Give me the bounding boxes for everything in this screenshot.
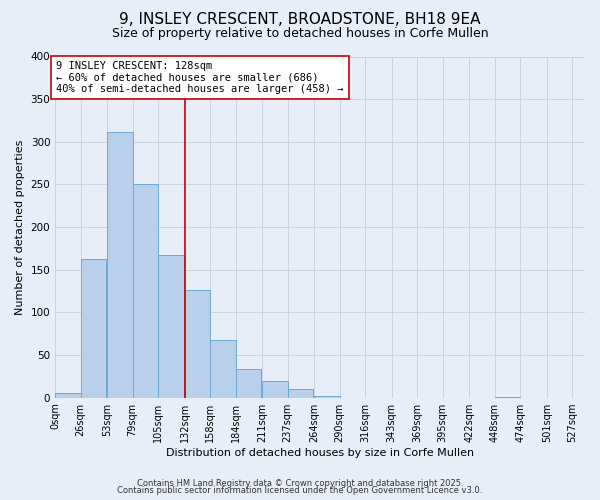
Text: Contains public sector information licensed under the Open Government Licence v3: Contains public sector information licen…	[118, 486, 482, 495]
Bar	[80, 258, 106, 398]
Bar	[210, 340, 236, 398]
Bar	[495, 396, 520, 398]
Text: Size of property relative to detached houses in Corfe Mullen: Size of property relative to detached ho…	[112, 28, 488, 40]
Bar	[133, 184, 158, 398]
Bar	[236, 368, 261, 398]
Bar	[262, 382, 288, 398]
Bar	[158, 255, 184, 398]
Text: 9, INSLEY CRESCENT, BROADSTONE, BH18 9EA: 9, INSLEY CRESCENT, BROADSTONE, BH18 9EA	[119, 12, 481, 28]
Bar	[288, 389, 313, 398]
X-axis label: Distribution of detached houses by size in Corfe Mullen: Distribution of detached houses by size …	[166, 448, 474, 458]
Bar	[107, 132, 133, 398]
Y-axis label: Number of detached properties: Number of detached properties	[15, 140, 25, 314]
Bar	[314, 396, 340, 398]
Text: Contains HM Land Registry data © Crown copyright and database right 2025.: Contains HM Land Registry data © Crown c…	[137, 478, 463, 488]
Text: 9 INSLEY CRESCENT: 128sqm
← 60% of detached houses are smaller (686)
40% of semi: 9 INSLEY CRESCENT: 128sqm ← 60% of detac…	[56, 61, 344, 94]
Bar	[185, 290, 210, 398]
Bar	[55, 394, 80, 398]
